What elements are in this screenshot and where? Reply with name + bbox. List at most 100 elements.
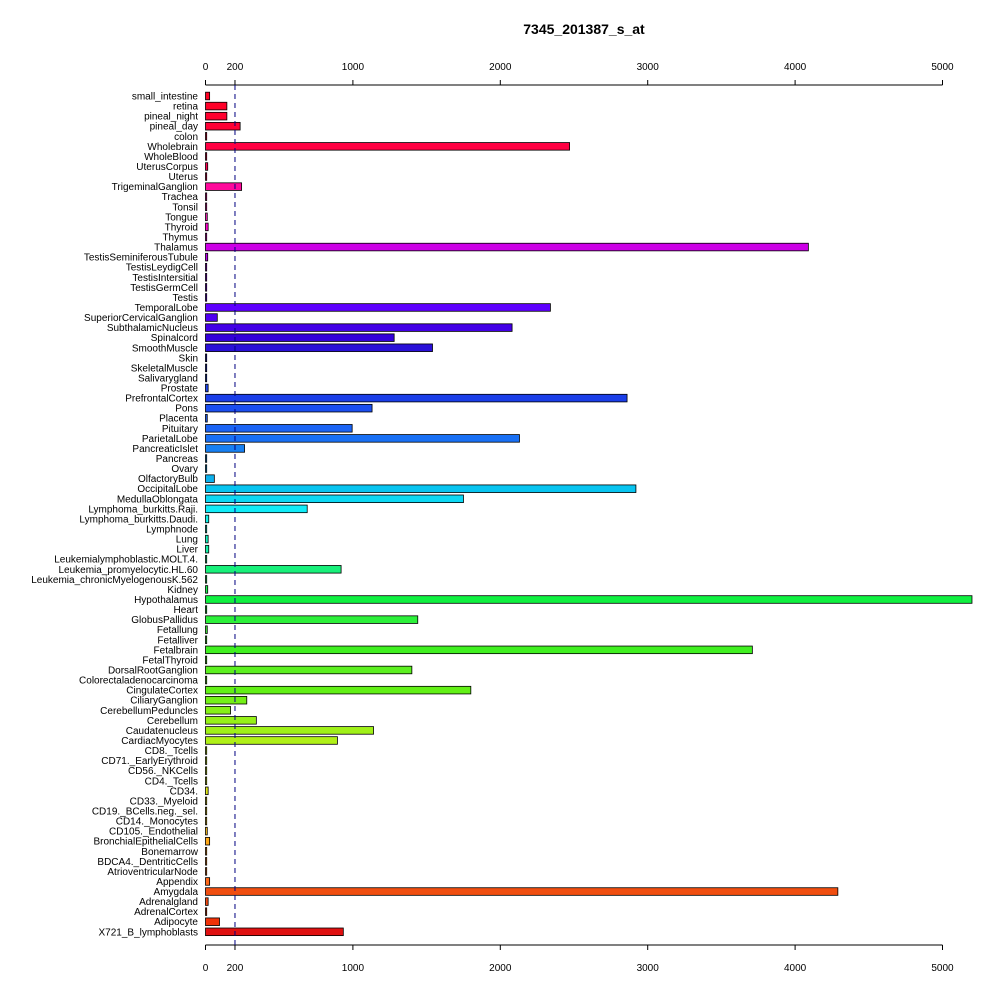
bar (205, 736, 338, 745)
bottom-tick-label: 3000 (637, 963, 660, 974)
category-label: Liver (176, 545, 198, 556)
bars (205, 91, 973, 937)
category-label: Pancreas (156, 454, 198, 465)
category-label: Trachea (162, 192, 199, 203)
category-label: Caudatenucleus (126, 726, 198, 737)
bar (205, 303, 551, 312)
category-label: Prostate (161, 384, 199, 395)
category-label: Pituitary (162, 424, 198, 435)
category-label: OlfactoryBulb (138, 474, 198, 485)
bar (205, 655, 208, 665)
category-label: Lymphnode (146, 525, 198, 536)
category-label: Appendix (156, 877, 198, 888)
category-label: TestisLeydigCell (126, 263, 198, 274)
bar (205, 826, 208, 836)
category-label: CD105._Endothelial (109, 827, 198, 838)
category-label: Bonemarrow (141, 847, 198, 858)
category-label: SkeletalMuscle (131, 363, 199, 374)
category-label: Thymus (162, 232, 198, 243)
category-label: FetalThyroid (142, 655, 198, 666)
top-tick-label: 2000 (489, 62, 512, 73)
bar (205, 343, 433, 352)
category-label: Lung (176, 535, 198, 546)
bar (205, 917, 220, 926)
bar (205, 907, 208, 916)
category-label: Skin (179, 353, 198, 364)
bar (205, 887, 839, 896)
category-labels: small_intestineretinapineal_nightpineal_… (31, 92, 199, 939)
bar (205, 494, 464, 503)
bar (205, 847, 208, 856)
bar (205, 675, 208, 685)
bar (205, 645, 753, 655)
category-label: SmoothMuscle (132, 343, 199, 354)
category-label: CD33._Myeloid (130, 796, 198, 807)
bar (205, 454, 208, 463)
category-label: Adipocyte (154, 917, 198, 928)
category-label: TemporalLobe (135, 303, 199, 314)
bar (205, 152, 208, 161)
bar (205, 142, 570, 151)
bar (205, 464, 208, 473)
bar (205, 111, 228, 121)
bar (205, 756, 208, 765)
top-x-axis: 0 200 1000 2000 3000 4000 5000 (203, 62, 954, 86)
category-label: PrefrontalCortex (125, 394, 198, 405)
category-label: CD56._NKCells (128, 766, 198, 777)
category-label: DorsalRootGanglion (108, 665, 198, 676)
category-label: BronchialEpithelialCells (94, 837, 199, 848)
category-label: Wholebrain (147, 142, 198, 153)
category-label: Thyroid (165, 222, 198, 233)
category-label: Thalamus (154, 243, 198, 254)
bar (205, 91, 211, 101)
bar (205, 222, 209, 232)
bar (205, 504, 308, 514)
bar (205, 333, 395, 342)
category-label: SuperiorCervicalGanglion (84, 313, 198, 324)
bar (205, 555, 208, 564)
bar (205, 444, 245, 453)
bar (205, 685, 472, 695)
bar (205, 806, 208, 816)
bar (205, 313, 218, 322)
category-label: OccipitalLobe (137, 484, 198, 495)
bar (205, 927, 344, 937)
category-label: TestisSeminiferousTubule (84, 253, 199, 264)
bar (205, 132, 208, 141)
bar (205, 273, 208, 282)
bar (205, 383, 209, 393)
bar (205, 393, 628, 403)
top-tick-label: 1000 (342, 62, 365, 73)
top-tick-label: 3000 (637, 62, 660, 73)
bar (205, 101, 228, 111)
bar (205, 716, 257, 725)
category-label: CD34. (170, 786, 198, 797)
category-label: CD8._Tcells (145, 746, 198, 757)
category-label: AdrenalCortex (134, 907, 198, 918)
bar (205, 796, 208, 806)
bottom-tick-label: 5000 (931, 963, 954, 974)
category-label: AtrioventricularNode (107, 867, 198, 878)
bottom-tick-label: 4000 (784, 963, 807, 974)
category-label: BDCA4._DentriticCells (97, 857, 198, 868)
bar (205, 766, 208, 775)
category-label: MedullaOblongata (117, 494, 199, 505)
bottom-tick-label: 0 (203, 963, 209, 974)
category-label: colon (174, 132, 198, 143)
bar (205, 514, 210, 524)
category-label: Tonsil (172, 202, 198, 213)
bar (205, 474, 215, 483)
bar (205, 252, 209, 262)
category-label: Cerebellum (147, 716, 198, 727)
bar (205, 262, 208, 272)
category-label: Kidney (167, 585, 198, 596)
bar (205, 162, 209, 171)
bar (205, 484, 637, 493)
category-label: WholeBlood (144, 152, 198, 163)
category-label: Heart (174, 605, 199, 616)
category-label: CD14._Monocytes (116, 817, 198, 828)
category-label: Fetallung (157, 625, 198, 636)
bar (205, 192, 208, 201)
bar (205, 625, 208, 634)
